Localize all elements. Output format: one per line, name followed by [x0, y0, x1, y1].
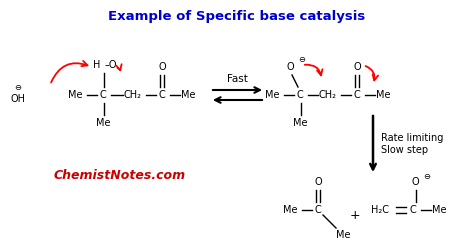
- Text: C: C: [159, 90, 165, 100]
- Text: OH: OH: [10, 94, 26, 104]
- Text: O: O: [353, 62, 361, 72]
- Text: Me: Me: [265, 90, 279, 100]
- Text: Me: Me: [293, 118, 307, 128]
- Text: Me: Me: [376, 90, 390, 100]
- Text: Me: Me: [432, 205, 446, 215]
- Text: O: O: [411, 177, 419, 187]
- Text: Me: Me: [96, 118, 110, 128]
- Text: C: C: [315, 205, 321, 215]
- Text: Me: Me: [68, 90, 82, 100]
- Text: O: O: [314, 177, 322, 187]
- Text: Example of Specific base catalysis: Example of Specific base catalysis: [109, 10, 365, 23]
- Text: +: +: [350, 208, 360, 221]
- Text: Rate limiting
Slow step: Rate limiting Slow step: [381, 133, 443, 155]
- Text: CH₂: CH₂: [124, 90, 142, 100]
- Text: C: C: [100, 90, 106, 100]
- Text: C: C: [410, 205, 416, 215]
- Text: O: O: [286, 62, 294, 72]
- Text: C: C: [354, 90, 360, 100]
- Text: Me: Me: [336, 230, 350, 240]
- Text: ⊖: ⊖: [15, 83, 21, 91]
- Text: –O: –O: [105, 60, 117, 70]
- Text: Me: Me: [181, 90, 195, 100]
- Text: Fast: Fast: [227, 74, 248, 84]
- Text: H₂C: H₂C: [371, 205, 389, 215]
- Text: CH₂: CH₂: [319, 90, 337, 100]
- Text: Me: Me: [283, 205, 297, 215]
- Text: ⊖: ⊖: [299, 54, 306, 63]
- Text: O: O: [158, 62, 166, 72]
- Text: C: C: [297, 90, 303, 100]
- Text: ⊖: ⊖: [423, 172, 430, 181]
- Text: ChemistNotes.com: ChemistNotes.com: [54, 169, 186, 182]
- Text: H: H: [93, 60, 100, 70]
